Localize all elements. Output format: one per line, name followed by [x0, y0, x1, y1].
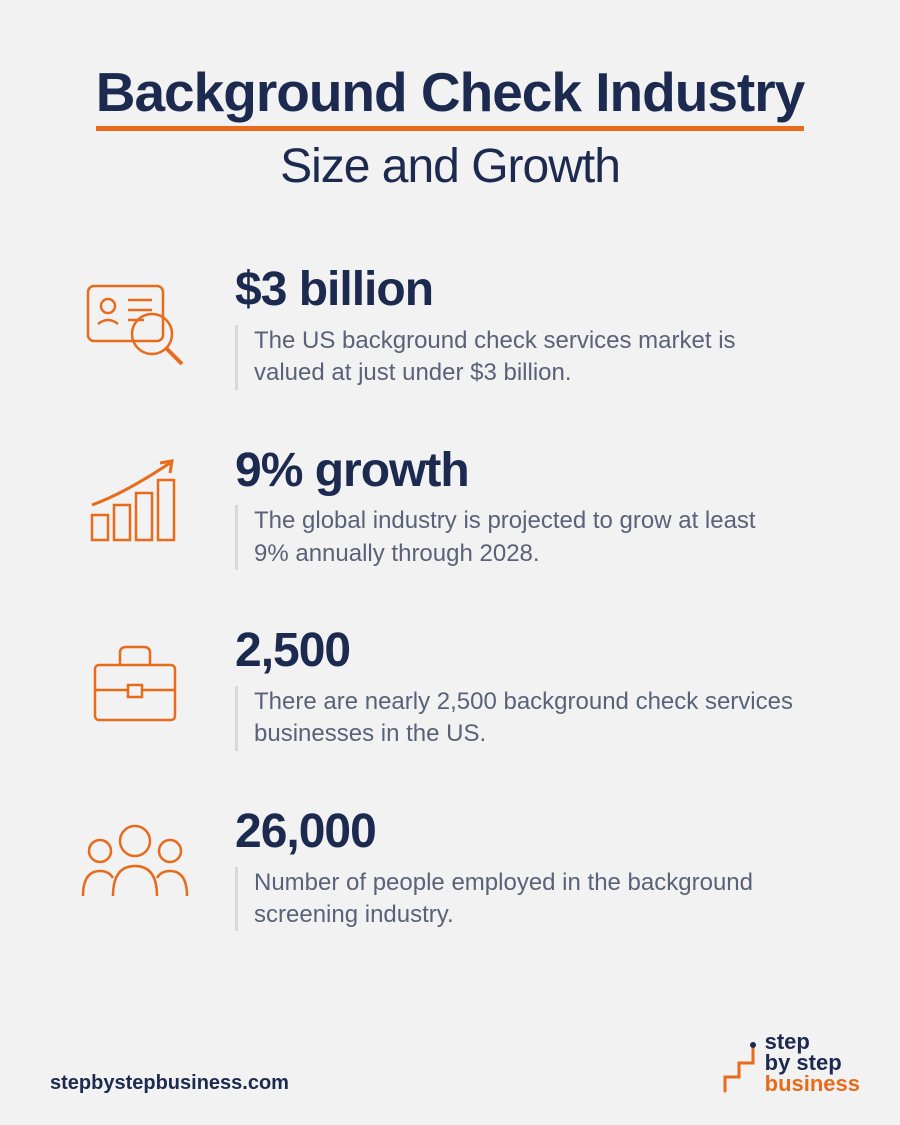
stat-value: 26,000 — [235, 806, 830, 859]
people-icon — [70, 806, 200, 916]
logo-line3: business — [765, 1074, 860, 1095]
stat-description: There are nearly 2,500 background check … — [235, 686, 795, 751]
stat-row: 26,000 Number of people employed in the … — [70, 806, 830, 932]
stair-icon — [721, 1037, 759, 1095]
header: Background Check Industry Size and Growt… — [70, 60, 830, 194]
stat-value: 9% growth — [235, 445, 830, 498]
growth-chart-icon — [70, 445, 200, 555]
title-sub: Size and Growth — [70, 139, 830, 194]
footer-url: stepbystepbusiness.com — [50, 1072, 289, 1095]
stat-content: 2,500 There are nearly 2,500 background … — [235, 625, 830, 751]
logo-text: step by step business — [765, 1032, 860, 1095]
title-main: Background Check Industry — [96, 60, 804, 131]
stat-value: $3 billion — [235, 264, 830, 317]
infographic-container: Background Check Industry Size and Growt… — [0, 0, 900, 931]
stat-row: 2,500 There are nearly 2,500 background … — [70, 625, 830, 751]
stat-description: The global industry is projected to grow… — [235, 505, 795, 570]
stat-row: 9% growth The global industry is project… — [70, 445, 830, 571]
stat-content: 26,000 Number of people employed in the … — [235, 806, 830, 932]
stat-description: The US background check services market … — [235, 325, 795, 390]
footer: stepbystepbusiness.com step by step busi… — [50, 1032, 860, 1095]
id-search-icon — [70, 264, 200, 374]
stat-content: $3 billion The US background check servi… — [235, 264, 830, 390]
stat-content: 9% growth The global industry is project… — [235, 445, 830, 571]
stat-description: Number of people employed in the backgro… — [235, 867, 795, 932]
footer-logo: step by step business — [721, 1032, 860, 1095]
stat-value: 2,500 — [235, 625, 830, 678]
briefcase-icon — [70, 625, 200, 735]
stat-row: $3 billion The US background check servi… — [70, 264, 830, 390]
